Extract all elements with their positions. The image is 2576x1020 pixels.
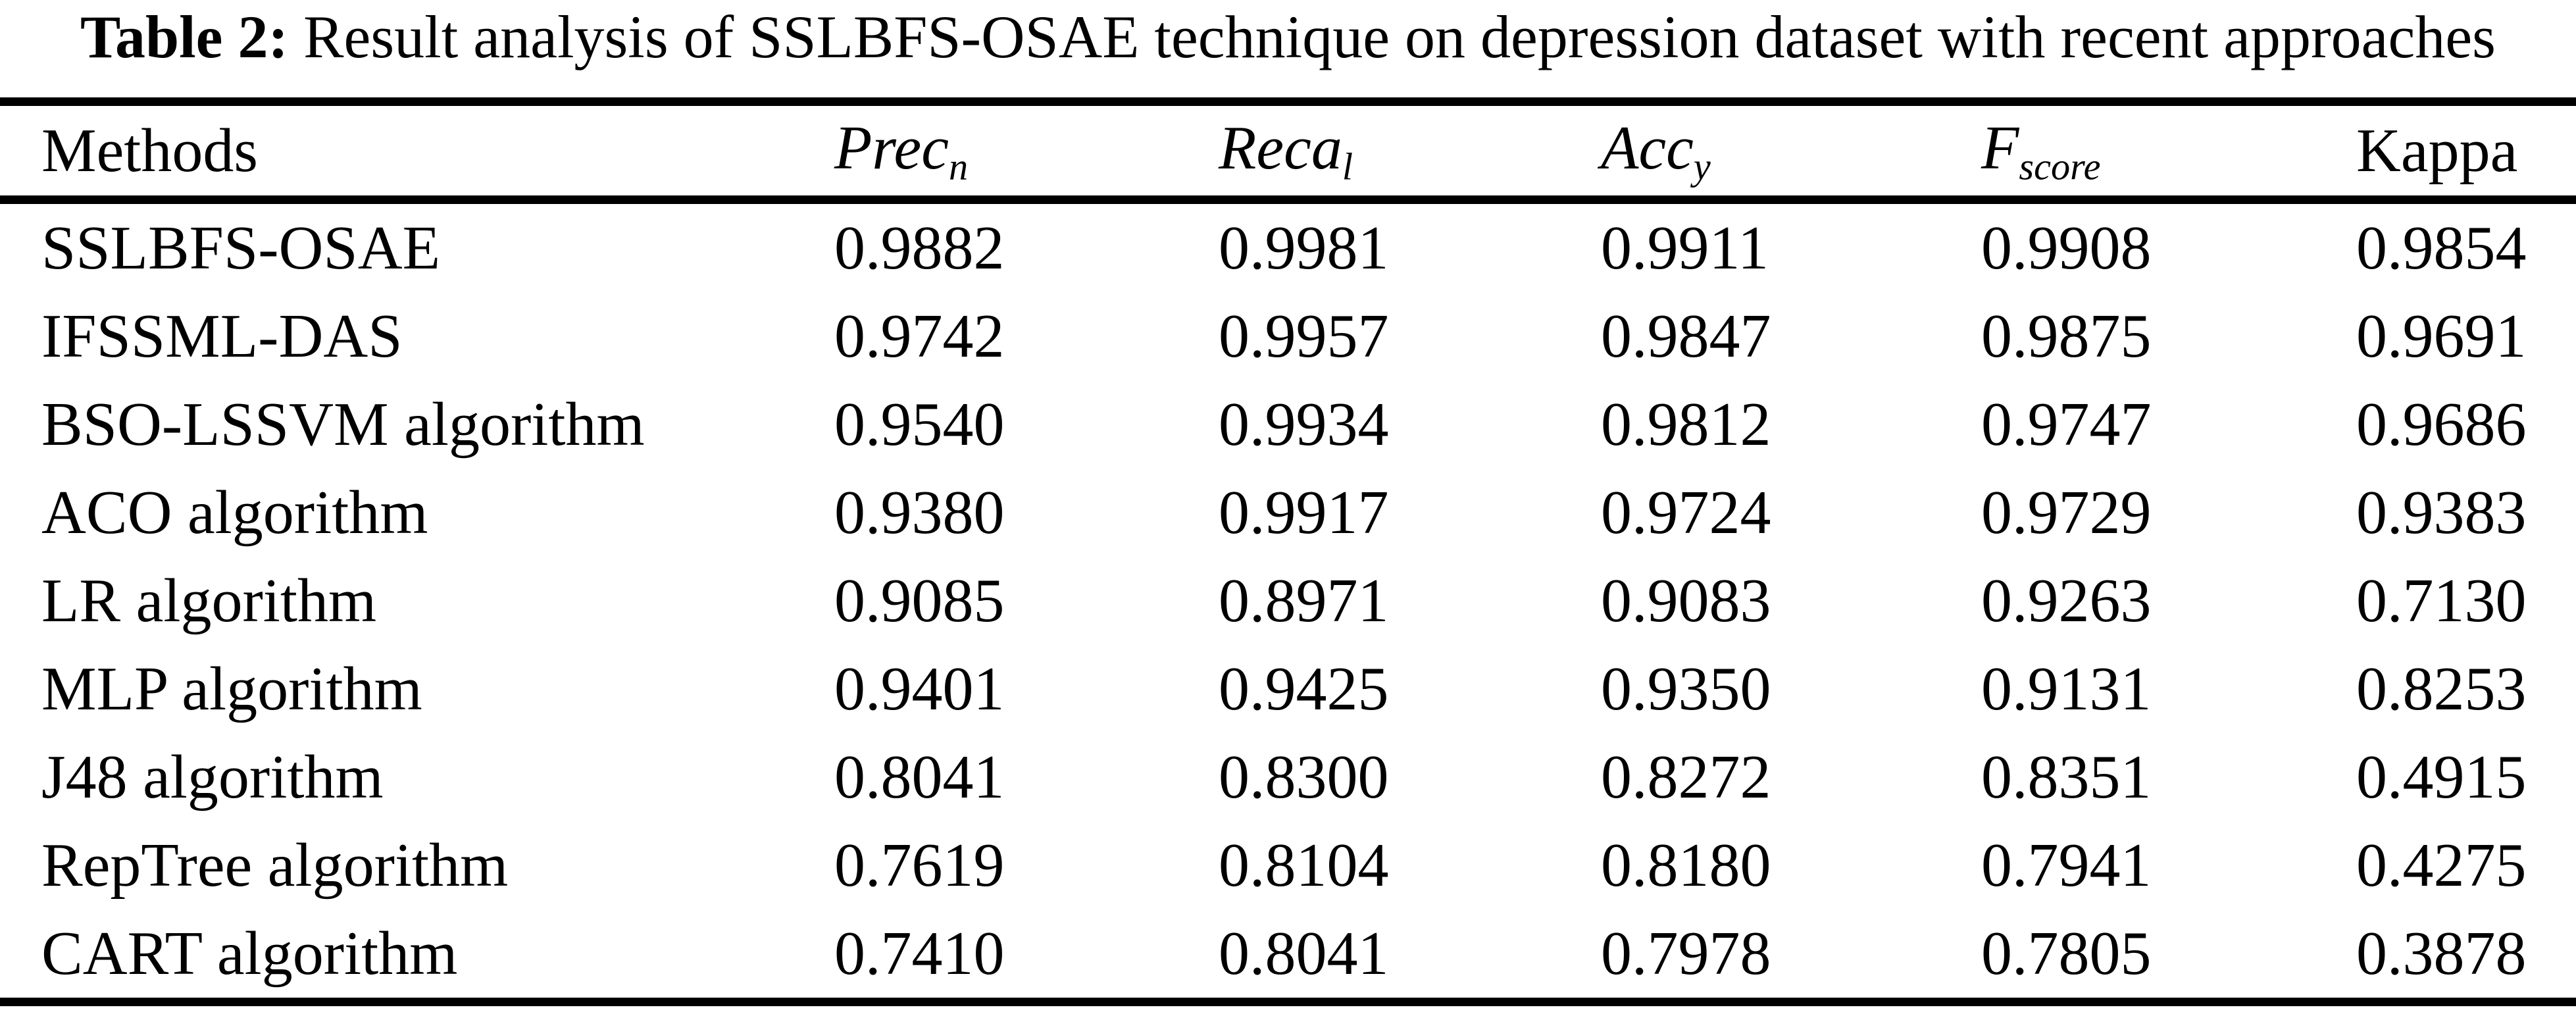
metric-value-cell: 0.7978 [1601, 919, 1771, 988]
metric-value-cell: 0.9263 [1981, 567, 2152, 635]
column-header-reca: Recal [1219, 101, 1601, 204]
metric-value-cell: 0.8041 [1219, 919, 1389, 988]
method-name-cell: MLP algorithm [41, 655, 422, 723]
metric-value-cell: 0.9917 [1219, 478, 1389, 547]
metric-value-cell: 0.8253 [2356, 655, 2527, 723]
metric-value-cell: 0.4915 [2356, 743, 2527, 811]
table-row: IFSSML-DAS 0.9742 0.9957 0.9847 0.9875 0.9691 [0, 292, 2576, 380]
metric-value-cell: 0.9401 [834, 655, 1005, 723]
column-header-subscript: l [1342, 145, 1353, 188]
method-name-cell: J48 algorithm [41, 743, 384, 811]
column-header-label: Methods [41, 116, 258, 185]
metric-value-cell: 0.9742 [834, 302, 1005, 370]
metric-value-cell: 0.9729 [1981, 478, 2152, 547]
metric-value-cell: 0.8300 [1219, 743, 1389, 811]
metric-value-cell: 0.9131 [1981, 655, 2152, 723]
column-header-label: Reca [1219, 114, 1342, 183]
table-caption-number: Table 2: [80, 3, 289, 70]
method-name-cell: BSO-LSSVM algorithm [41, 390, 645, 459]
table-row: BSO-LSSVM algorithm 0.9540 0.9934 0.9812 0.9… [0, 380, 2576, 469]
metric-value-cell: 0.8971 [1219, 567, 1389, 635]
metric-value-cell: 0.9911 [1601, 214, 1769, 282]
method-name-cell: IFSSML-DAS [41, 302, 403, 370]
metric-value-cell: 0.9083 [1601, 567, 1771, 635]
metric-value-cell: 0.9383 [2356, 478, 2527, 547]
table-caption: Table 2: Result analysis of SSLBFS-OSAE … [0, 0, 2576, 97]
metric-value-cell: 0.8351 [1981, 743, 2152, 811]
metric-value-cell: 0.9812 [1601, 390, 1771, 459]
metric-value-cell: 0.4275 [2356, 831, 2527, 900]
metric-value-cell: 0.8272 [1601, 743, 1771, 811]
metric-value-cell: 0.9981 [1219, 214, 1389, 282]
metric-value-cell: 0.9540 [834, 390, 1005, 459]
metric-value-cell: 0.8041 [834, 743, 1005, 811]
metric-value-cell: 0.9425 [1219, 655, 1389, 723]
column-header-label: Kappa [2356, 116, 2518, 185]
results-table-body: SSLBFS-OSAE 0.9882 0.9981 0.9911 0.9908 0.985… [0, 200, 2576, 1002]
table-row: ACO algorithm 0.9380 0.9917 0.9724 0.9729 0.9… [0, 469, 2576, 557]
method-name-cell: SSLBFS-OSAE [41, 214, 440, 282]
metric-value-cell: 0.9691 [2356, 302, 2527, 370]
method-name-cell: ACO algorithm [41, 478, 428, 547]
method-name-cell: CART algorithm [41, 919, 458, 988]
table-row: J48 algorithm 0.8041 0.8300 0.8272 0.8351 0.4… [0, 733, 2576, 821]
table-row: SSLBFS-OSAE 0.9882 0.9981 0.9911 0.9908 0.985… [0, 200, 2576, 293]
column-header-label: F [1981, 114, 2019, 183]
metric-value-cell: 0.7619 [834, 831, 1005, 900]
table-caption-text: Result analysis of SSLBFS-OSAE technique… [288, 3, 2496, 70]
metric-value-cell: 0.9747 [1981, 390, 2152, 459]
metric-value-cell: 0.7941 [1981, 831, 2152, 900]
column-header-subscript: y [1693, 145, 1711, 188]
metric-value-cell: 0.9847 [1601, 302, 1771, 370]
results-table-header: Methods Precn Recal Accy Fscore Kappa [0, 101, 2576, 204]
metric-value-cell: 0.9085 [834, 567, 1005, 635]
metric-value-cell: 0.9934 [1219, 390, 1389, 459]
table-row: LR algorithm 0.9085 0.8971 0.9083 0.9263 0.71… [0, 557, 2576, 645]
results-table: Methods Precn Recal Accy Fscore Kappa SSLBFS-… [0, 97, 2576, 1006]
metric-value-cell: 0.3878 [2356, 919, 2527, 988]
metric-value-cell: 0.9882 [834, 214, 1005, 282]
metric-value-cell: 0.9380 [834, 478, 1005, 547]
metric-value-cell: 0.9908 [1981, 214, 2152, 282]
metric-value-cell: 0.9724 [1601, 478, 1771, 547]
column-header-kappa: Kappa [2356, 101, 2576, 204]
column-header-acc: Accy [1601, 101, 1981, 204]
metric-value-cell: 0.9875 [1981, 302, 2152, 370]
column-header-f: Fscore [1981, 101, 2356, 204]
table-row: RepTree algorithm 0.7619 0.8104 0.8180 0.794… [0, 821, 2576, 909]
method-name-cell: RepTree algorithm [41, 831, 509, 900]
metric-value-cell: 0.8180 [1601, 831, 1771, 900]
column-header-subscript: n [948, 145, 969, 188]
metric-value-cell: 0.9686 [2356, 390, 2527, 459]
metric-value-cell: 0.7130 [2356, 567, 2527, 635]
column-header-label: Acc [1601, 114, 1694, 183]
column-header-methods: Methods [0, 101, 834, 204]
metric-value-cell: 0.8104 [1219, 831, 1389, 900]
metric-value-cell: 0.7805 [1981, 919, 2152, 988]
header-row: Methods Precn Recal Accy Fscore Kappa [0, 101, 2576, 204]
column-header-label: Prec [834, 114, 949, 183]
method-name-cell: LR algorithm [41, 567, 377, 635]
table-row: CART algorithm 0.7410 0.8041 0.7978 0.7805 0.… [0, 909, 2576, 1002]
column-header-subscript: score [2019, 145, 2101, 188]
column-header-prec: Precn [834, 101, 1219, 204]
table-row: MLP algorithm 0.9401 0.9425 0.9350 0.9131 0.8… [0, 645, 2576, 733]
metric-value-cell: 0.9854 [2356, 214, 2527, 282]
metric-value-cell: 0.7410 [834, 919, 1005, 988]
metric-value-cell: 0.9350 [1601, 655, 1771, 723]
metric-value-cell: 0.9957 [1219, 302, 1389, 370]
